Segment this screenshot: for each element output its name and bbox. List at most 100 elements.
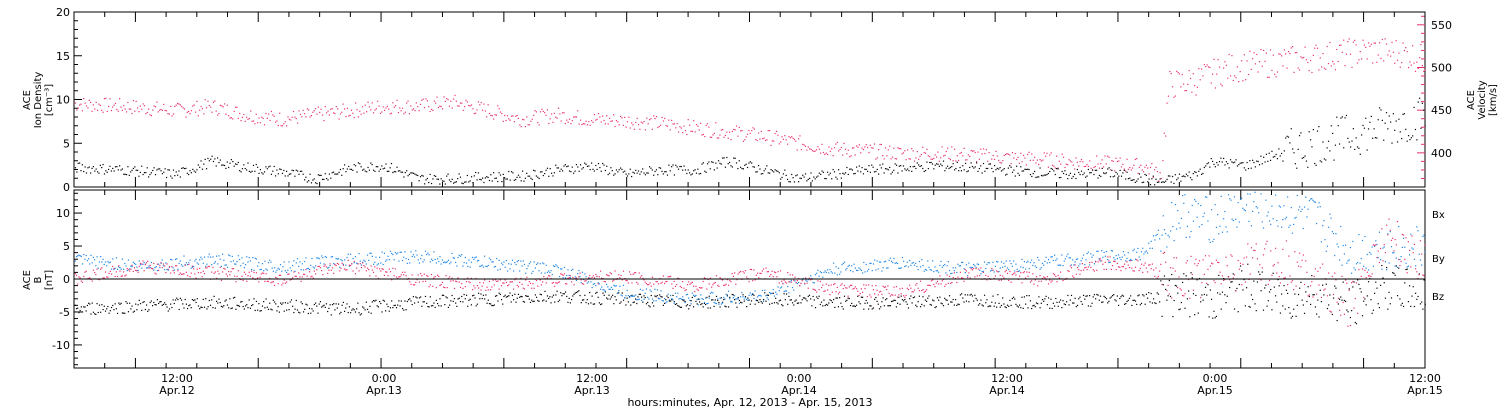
- velocity-point: [1203, 63, 1205, 66]
- velocity-point: [922, 146, 924, 148]
- density-point: [1086, 175, 1088, 177]
- bx-point: [1392, 272, 1394, 274]
- velocity-point: [646, 117, 648, 119]
- bz-point: [676, 284, 678, 286]
- density-point: [773, 171, 775, 173]
- bx-point: [1034, 306, 1036, 308]
- velocity-point: [727, 137, 729, 139]
- density-point: [465, 181, 467, 183]
- velocity-point: [829, 150, 831, 152]
- bx-point: [952, 298, 954, 301]
- bx-point: [79, 309, 81, 312]
- velocity-point: [134, 110, 136, 112]
- bx-point: [1253, 280, 1255, 282]
- bx-point: [1221, 291, 1224, 293]
- density-point: [643, 172, 645, 174]
- bx-point: [591, 295, 593, 297]
- by-point: [310, 264, 312, 266]
- velocity-point: [1345, 53, 1348, 55]
- velocity-point: [76, 109, 78, 111]
- bx-point: [585, 301, 587, 304]
- by-point: [1090, 253, 1092, 255]
- density-point: [970, 162, 972, 164]
- density-point: [804, 173, 807, 175]
- density-point: [1032, 172, 1034, 175]
- density-point: [368, 169, 371, 171]
- bx-point: [912, 297, 914, 299]
- bx-point: [590, 302, 592, 304]
- by-point: [1390, 246, 1393, 248]
- velocity-point: [1293, 71, 1295, 73]
- bx-point: [1012, 296, 1015, 298]
- bx-point: [1029, 300, 1032, 302]
- velocity-point: [303, 113, 306, 115]
- velocity-point: [401, 107, 404, 109]
- by-point: [420, 257, 422, 260]
- velocity-point: [1188, 69, 1190, 72]
- by-point: [1242, 207, 1244, 209]
- density-point: [88, 166, 90, 168]
- by-point: [470, 261, 472, 263]
- density-point: [717, 160, 720, 162]
- x-tick-time: 0:00: [787, 372, 812, 385]
- velocity-point: [91, 110, 93, 112]
- density-point: [1390, 121, 1392, 123]
- bz-point: [353, 260, 355, 263]
- density-point: [448, 179, 451, 181]
- bz-point: [599, 270, 602, 272]
- by-point: [267, 262, 270, 264]
- density-point: [246, 169, 248, 171]
- density-point: [1072, 175, 1074, 178]
- density-point: [746, 166, 749, 169]
- bx-point: [89, 303, 91, 305]
- density-point: [375, 166, 377, 168]
- density-point: [726, 156, 728, 159]
- bz-point: [476, 285, 479, 287]
- velocity-point: [948, 157, 950, 160]
- by-point: [753, 297, 755, 300]
- by-point: [1324, 239, 1326, 241]
- velocity-point: [1205, 65, 1207, 68]
- bx-point: [410, 300, 412, 302]
- density-point: [487, 176, 489, 179]
- top-panel-frame: [73, 11, 1426, 188]
- density-point: [766, 165, 768, 167]
- velocity-point: [737, 135, 739, 137]
- velocity-point: [828, 146, 830, 148]
- by-point: [370, 252, 372, 254]
- bx-point: [366, 308, 369, 310]
- by-point: [377, 263, 379, 265]
- density-point: [850, 168, 852, 170]
- by-point: [1178, 222, 1180, 224]
- velocity-point: [673, 123, 675, 125]
- bz-point: [283, 279, 285, 281]
- by-point: [276, 269, 278, 271]
- density-point: [241, 168, 244, 170]
- velocity-point: [702, 133, 704, 136]
- by-point: [591, 286, 593, 289]
- density-point: [308, 180, 310, 182]
- bz-point: [411, 274, 413, 276]
- by-point: [642, 289, 644, 291]
- velocity-point: [345, 115, 347, 118]
- bx-point: [958, 303, 960, 306]
- by-point: [575, 279, 578, 281]
- bz-point: [304, 273, 306, 276]
- bx-point: [1155, 302, 1157, 305]
- by-point: [421, 254, 423, 257]
- bx-point: [796, 302, 798, 304]
- velocity-point: [1253, 52, 1255, 54]
- by-point: [759, 294, 761, 297]
- bx-point: [1230, 281, 1232, 283]
- bx-point: [620, 301, 622, 303]
- bx-point: [724, 305, 726, 307]
- density-point: [1171, 175, 1174, 178]
- by-point: [168, 266, 171, 269]
- velocity-point: [1111, 160, 1113, 162]
- velocity-point: [465, 99, 467, 101]
- bx-point: [100, 311, 102, 313]
- density-point: [327, 179, 329, 181]
- density-point: [1265, 153, 1268, 155]
- bx-point: [411, 303, 413, 306]
- bz-point: [199, 267, 201, 270]
